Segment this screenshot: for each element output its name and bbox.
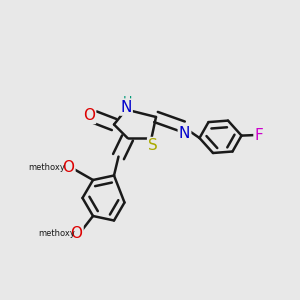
Text: O: O (62, 160, 74, 175)
Text: O: O (83, 108, 95, 123)
Text: N: N (120, 100, 132, 115)
Text: F: F (254, 128, 263, 142)
Text: N: N (179, 126, 190, 141)
Text: H: H (123, 94, 132, 108)
Text: methoxy: methoxy (28, 164, 65, 172)
Text: methoxy: methoxy (39, 229, 75, 238)
Text: O: O (70, 226, 83, 241)
Text: S: S (148, 138, 158, 153)
